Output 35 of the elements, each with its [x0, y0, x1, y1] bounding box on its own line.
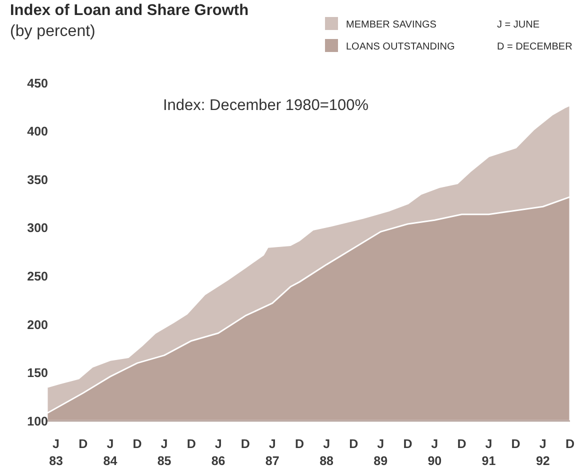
- text: D = DECEMBER: [497, 42, 572, 52]
- x-tick-label: D: [78, 437, 88, 451]
- y-tick-label: 150: [27, 366, 48, 380]
- x-tick-label: J 83: [49, 437, 64, 468]
- y-tick-label: 400: [27, 124, 48, 139]
- y-tick-label: 450: [27, 76, 48, 90]
- x-tick-label: J 84: [103, 437, 118, 468]
- x-tick-label: J 90: [428, 437, 442, 468]
- annotation: Index: December 1980=100%: [163, 97, 369, 114]
- x-tick-label: D: [457, 437, 466, 451]
- x-tick-label: J 91: [482, 437, 496, 468]
- x-tick-label: D: [240, 437, 250, 451]
- x-tick-label: D: [186, 437, 196, 451]
- x-tick-label: D: [565, 437, 575, 451]
- x-tick-label: D: [349, 437, 358, 451]
- y-tick-label: 250: [27, 270, 48, 284]
- x-tick-label: D: [132, 437, 142, 451]
- legend-label: MEMBER SAVINGS: [346, 20, 437, 30]
- x-tick-label: J 89: [374, 437, 388, 468]
- chart-subtitle: (by percent): [10, 23, 96, 40]
- x-tick-label: J 87: [265, 437, 280, 468]
- x-tick-label: J 92: [536, 437, 550, 468]
- x-tick-label: J 86: [211, 437, 226, 468]
- y-tick-label: 300: [27, 221, 48, 236]
- y-tick-label: 100: [27, 414, 48, 428]
- chart-title: Index of Loan and Share Growth: [10, 2, 249, 19]
- legend-label: LOANS OUTSTANDING: [346, 42, 455, 52]
- text: J = JUNE: [497, 20, 540, 30]
- x-tick-label: D: [294, 437, 304, 451]
- x-tick-label: D: [403, 437, 412, 451]
- x-tick-label: J 88: [320, 437, 334, 468]
- y-tick-label: 200: [27, 318, 48, 332]
- y-tick-label: 350: [27, 172, 48, 187]
- x-tick-label: D: [511, 437, 520, 451]
- x-tick-label: J 85: [157, 437, 172, 468]
